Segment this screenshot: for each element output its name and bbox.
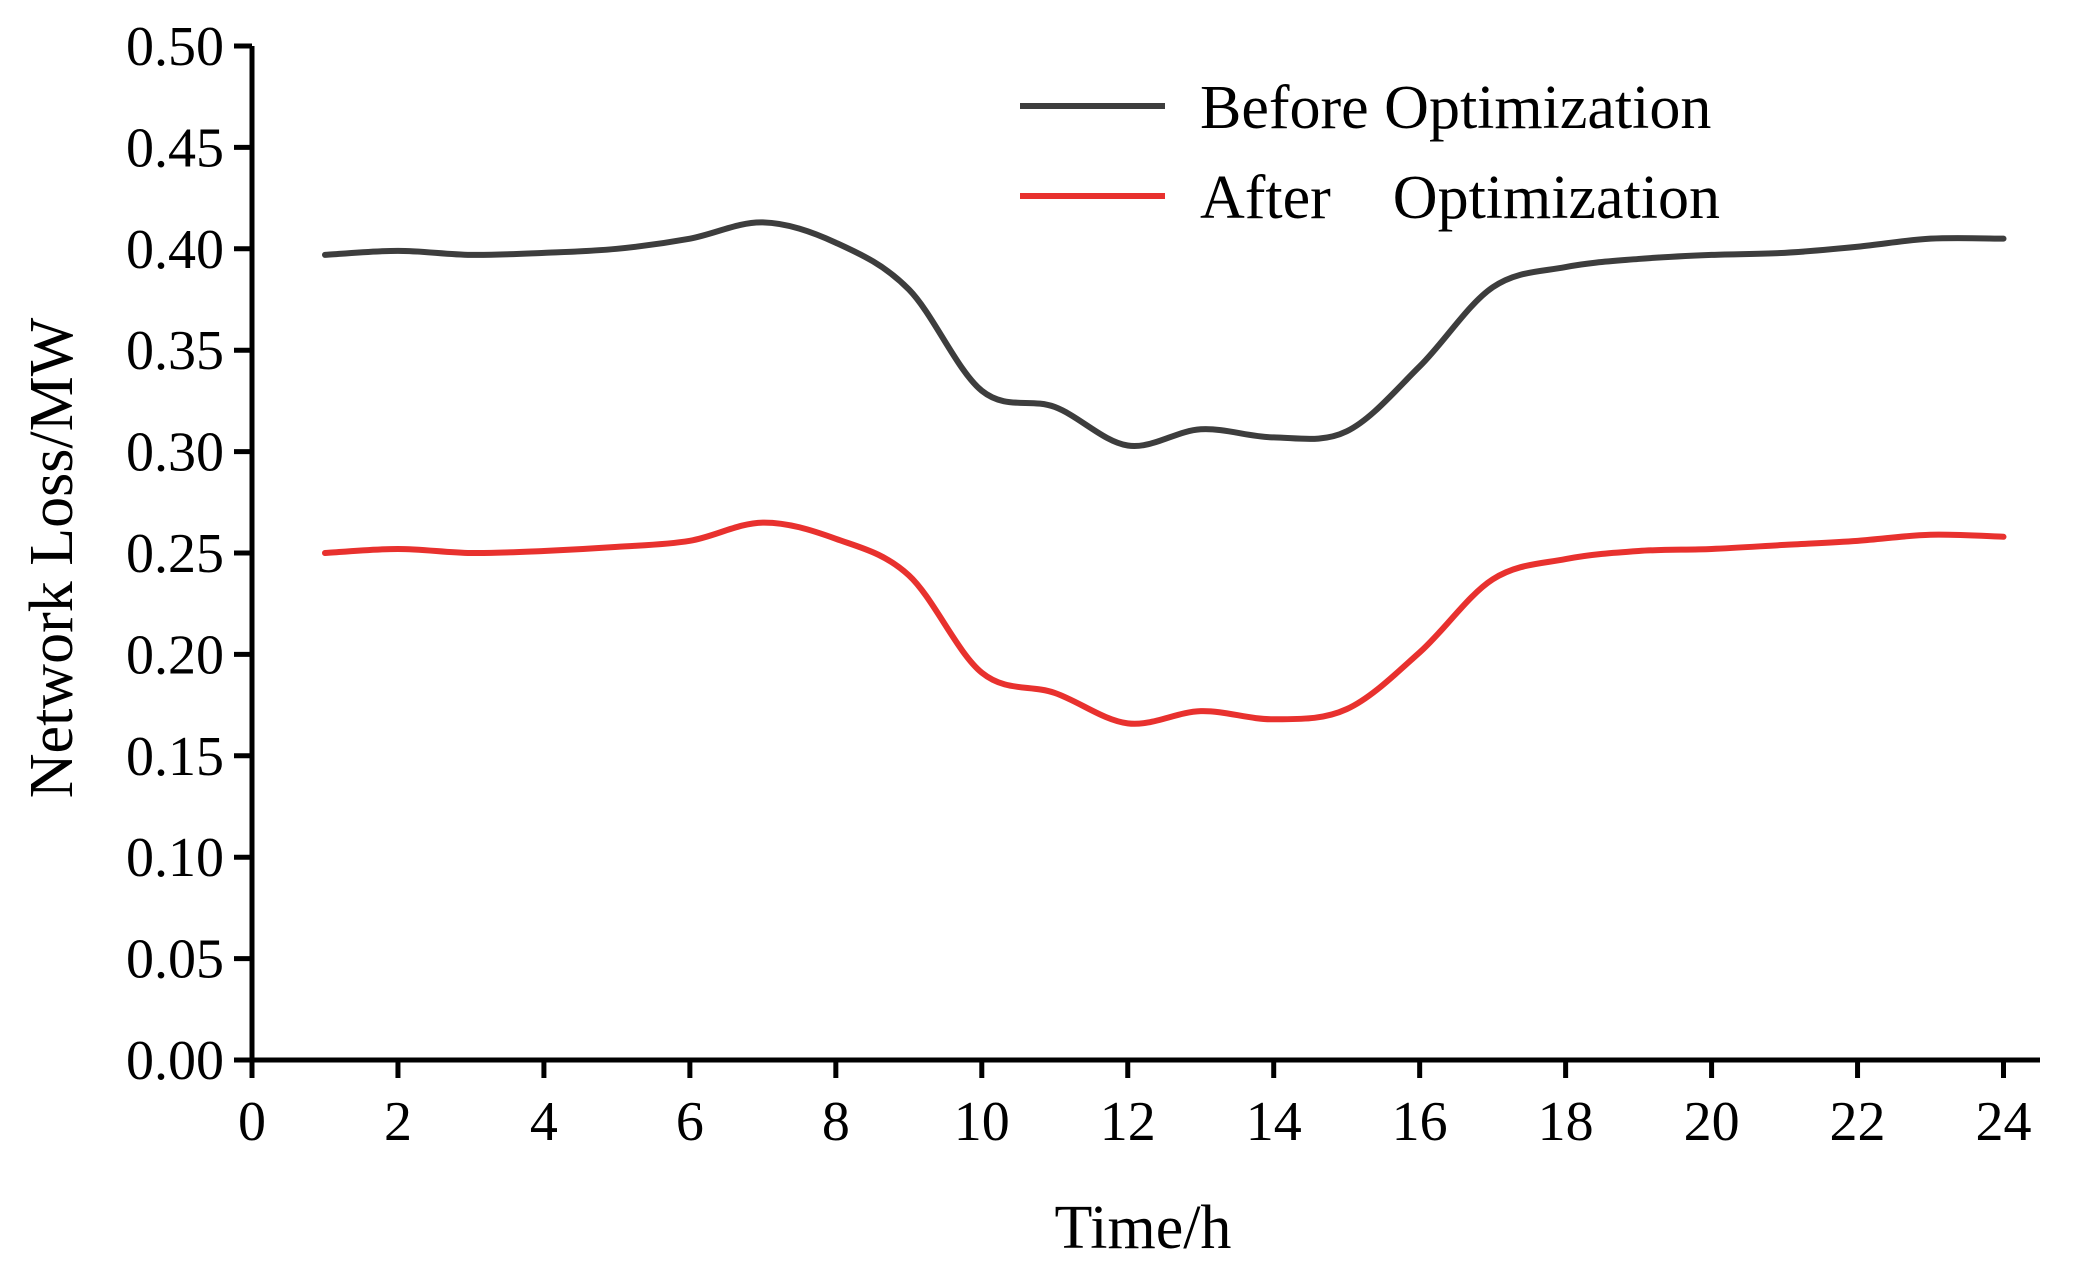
y-tick-label: 0.25 (126, 523, 224, 585)
series-layer (321, 219, 2007, 727)
x-tick-label: 8 (822, 1091, 850, 1153)
y-tick-label: 0.00 (126, 1030, 224, 1092)
y-tick-label: 0.30 (126, 422, 224, 484)
x-tick-label: 10 (954, 1091, 1010, 1153)
y-tick-label: 0.05 (126, 929, 224, 991)
series-line-after-optimization (321, 519, 2007, 727)
x-axis-ticks: 0 2 4 6 8 10 12 14 16 18 20 22 24 (238, 1060, 2032, 1153)
x-tick-label: 6 (676, 1091, 704, 1153)
legend: Before Optimization After Optimization (1020, 74, 1720, 232)
x-tick-label: 16 (1392, 1091, 1448, 1153)
x-tick-label: 24 (1976, 1091, 2032, 1153)
x-tick-label: 22 (1830, 1091, 1886, 1153)
y-tick-label: 0.10 (126, 827, 224, 889)
y-tick-label: 0.20 (126, 624, 224, 686)
y-tick-label: 0.50 (126, 16, 224, 78)
y-tick-label: 0.40 (126, 219, 224, 281)
axes-frame (249, 46, 2040, 1063)
y-axis-title: Network Loss/MW (18, 317, 86, 798)
legend-label-after: After Optimization (1200, 164, 1720, 232)
x-tick-label: 12 (1100, 1091, 1156, 1153)
x-tick-label: 4 (530, 1091, 558, 1153)
x-axis-title: Time/h (1055, 1194, 1232, 1262)
legend-label-before: Before Optimization (1200, 74, 1711, 142)
x-tick-label: 18 (1538, 1091, 1594, 1153)
x-tick-label: 20 (1684, 1091, 1740, 1153)
y-axis-ticks: 0.00 0.05 0.10 0.15 0.20 0.25 0.30 0.35 0.40 0.45… (126, 16, 252, 1092)
x-tick-label: 14 (1246, 1091, 1302, 1153)
y-tick-label: 0.15 (126, 726, 224, 788)
series-line-before-optimization (321, 219, 2007, 449)
y-tick-label: 0.45 (126, 117, 224, 179)
x-tick-label: 2 (384, 1091, 412, 1153)
y-tick-label: 0.35 (126, 320, 224, 382)
x-tick-label: 0 (238, 1091, 266, 1153)
